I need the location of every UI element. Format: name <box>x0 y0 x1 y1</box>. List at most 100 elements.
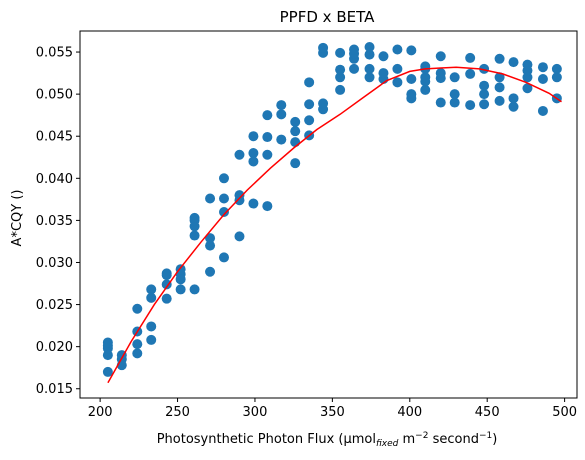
y-tick-label: 0.040 <box>36 172 73 187</box>
data-point <box>420 72 431 83</box>
data-point <box>234 190 245 201</box>
data-point <box>205 233 216 244</box>
chart-title: PPFD x BETA <box>280 8 375 26</box>
data-point <box>551 72 562 83</box>
data-point <box>435 68 446 79</box>
y-tick-label: 0.020 <box>36 340 73 355</box>
data-point <box>205 266 216 277</box>
axes-frame <box>79 30 578 399</box>
y-tick-label: 0.015 <box>36 382 73 397</box>
y-tick-label: 0.030 <box>36 256 73 271</box>
data-point <box>318 42 329 53</box>
data-point <box>420 84 431 95</box>
data-point <box>335 64 346 75</box>
y-tick-label: 0.025 <box>36 298 73 313</box>
x-tick-label: 300 <box>243 405 268 420</box>
data-point <box>132 303 143 314</box>
data-point <box>392 44 403 55</box>
x-tick-label: 450 <box>475 405 500 420</box>
y-tick-label: 0.050 <box>36 88 73 103</box>
data-point <box>335 72 346 83</box>
data-point <box>175 284 186 295</box>
data-point <box>364 41 375 52</box>
data-point <box>364 63 375 74</box>
data-point <box>364 72 375 83</box>
data-point <box>218 173 229 184</box>
plot-area <box>102 41 562 384</box>
data-point <box>406 89 417 100</box>
data-point <box>132 348 143 359</box>
data-point <box>276 100 287 111</box>
data-point <box>218 193 229 204</box>
data-point <box>449 97 460 108</box>
data-point <box>248 156 259 167</box>
data-point <box>378 51 389 62</box>
data-point <box>335 47 346 58</box>
data-point <box>161 279 172 290</box>
data-point <box>161 293 172 304</box>
data-point <box>290 137 301 148</box>
data-point <box>290 126 301 137</box>
data-point <box>479 99 490 110</box>
data-point <box>234 231 245 242</box>
data-point <box>318 98 329 109</box>
data-point <box>132 339 143 350</box>
data-point <box>551 63 562 74</box>
data-point <box>189 230 200 241</box>
data-point <box>392 77 403 88</box>
y-tick-label: 0.045 <box>36 130 73 145</box>
data-point <box>537 105 548 116</box>
data-point <box>304 77 315 88</box>
data-point <box>248 148 259 159</box>
data-point <box>102 337 113 348</box>
data-point <box>508 101 519 112</box>
x-axis-label-sup1: −2 <box>415 431 428 441</box>
data-point <box>146 334 157 345</box>
x-axis-label-mid2: second <box>428 432 479 447</box>
data-point <box>494 53 505 64</box>
data-point <box>290 116 301 127</box>
data-point <box>218 252 229 263</box>
data-point <box>276 109 287 120</box>
data-point <box>364 49 375 60</box>
x-axis-ticks: 200 250 300 350 400 450 500 <box>88 398 577 420</box>
data-point <box>435 51 446 62</box>
data-point <box>406 45 417 56</box>
y-tick-label: 0.055 <box>36 46 73 61</box>
x-tick-label: 250 <box>165 405 190 420</box>
x-tick-label: 200 <box>88 405 113 420</box>
data-point <box>146 284 157 295</box>
data-point <box>465 52 476 63</box>
x-tick-label: 500 <box>552 405 577 420</box>
data-point <box>522 83 533 94</box>
data-point <box>205 240 216 251</box>
data-point <box>218 206 229 217</box>
data-point <box>406 73 417 84</box>
data-point <box>290 158 301 169</box>
data-point <box>537 62 548 73</box>
x-tick-label: 350 <box>320 405 345 420</box>
y-axis-label: A*CQY () <box>10 190 25 247</box>
data-point <box>276 134 287 145</box>
data-point <box>189 212 200 223</box>
data-point <box>508 93 519 104</box>
data-point <box>234 149 245 160</box>
x-axis-label-mid: m <box>398 432 415 447</box>
data-point <box>349 63 360 74</box>
data-point <box>304 99 315 110</box>
data-point <box>146 292 157 303</box>
data-point <box>392 63 403 74</box>
x-axis-label-prefix: Photosynthetic Photon Flux (µmol <box>157 432 376 447</box>
y-tick-label: 0.035 <box>36 214 73 229</box>
data-point <box>248 131 259 142</box>
x-axis-label-sup2: −1 <box>479 431 492 441</box>
data-point <box>146 321 157 332</box>
data-point <box>479 63 490 74</box>
data-point <box>508 57 519 68</box>
data-point <box>537 73 548 84</box>
data-point <box>248 198 259 209</box>
data-point <box>335 84 346 95</box>
fit-curve <box>107 66 562 384</box>
y-axis-ticks: 0.015 0.020 0.025 0.030 0.035 0.040 0.045 0.050… <box>36 46 80 397</box>
